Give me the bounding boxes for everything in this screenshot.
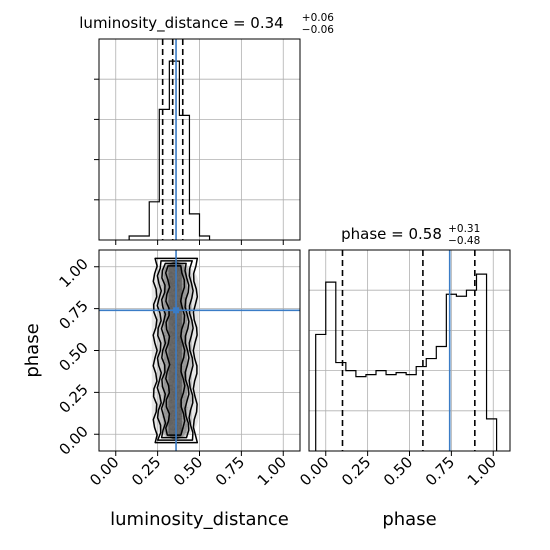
phase-hist-xtick-label-3: 0.75 (422, 453, 458, 489)
density-contour-2 (160, 262, 190, 439)
phase-ylabel: phase (22, 323, 43, 377)
scatter-xtick-label-2: 0.50 (170, 453, 206, 489)
scatter-xtick-label-3: 0.75 (212, 453, 248, 489)
scatter-ytick-label-2: 0.50 (55, 339, 91, 375)
lumdist-histogram-steps (128, 60, 211, 240)
phase-xlabel: phase (382, 509, 436, 530)
lumdist-title-upper-error: +0.06 (302, 12, 334, 24)
phase-title: phase = 0.58 (341, 225, 442, 243)
scatter-xtick-label-1: 0.25 (128, 453, 164, 489)
scatter-ytick-label-3: 0.75 (55, 297, 91, 333)
phase-histogram-steps (315, 273, 498, 451)
scatter-ytick-label-4: 1.00 (55, 255, 91, 291)
density-contour-1 (156, 260, 194, 441)
phase-hist-xtick-label-0: 0.00 (296, 453, 332, 489)
density-shade-3 (168, 261, 182, 440)
phase-title-upper-error: +0.31 (448, 223, 480, 235)
scatter-truth-marker (173, 307, 180, 314)
phase-hist-xtick-label-2: 0.50 (380, 453, 416, 489)
lumdist-title-lower-error: −0.06 (302, 24, 334, 36)
density-contour-3 (164, 265, 186, 436)
scatter-ytick-label-1: 0.25 (55, 380, 91, 416)
scatter-xtick-label-4: 1.00 (254, 453, 290, 489)
scatter-xtick-label-0: 0.00 (86, 453, 122, 489)
phase-hist-xtick-label-4: 1.00 (464, 453, 500, 489)
scatter-ytick-label-0: 0.00 (55, 422, 91, 458)
density-contour-0 (152, 257, 199, 444)
phase-hist-xtick-label-1: 0.25 (338, 453, 374, 489)
phase-title-lower-error: −0.48 (448, 235, 480, 247)
lumdist-xlabel: luminosity_distance (110, 509, 289, 530)
lumdist-title: luminosity_distance = 0.34 (79, 14, 283, 33)
